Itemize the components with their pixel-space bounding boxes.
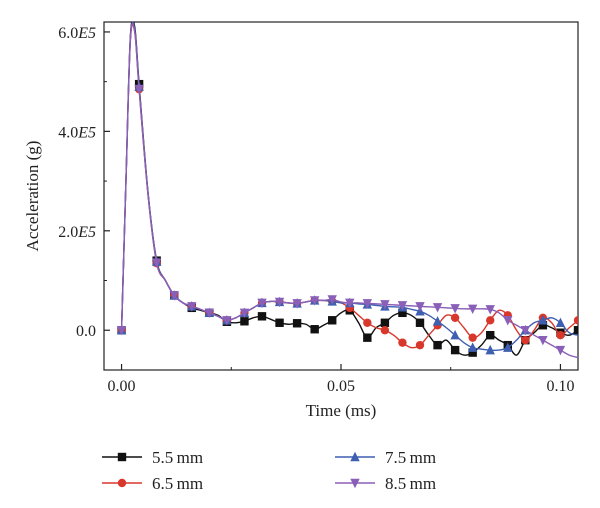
data-point: [309, 296, 320, 306]
data-point: [362, 299, 373, 309]
data-point: [467, 342, 478, 352]
data-point: [573, 316, 578, 325]
data-point: [257, 298, 267, 309]
series-4: [116, 22, 578, 359]
legend-marker: [117, 452, 127, 462]
x-tick-label: 0.05: [327, 378, 355, 395]
data-point: [573, 326, 578, 335]
data-point: [134, 84, 144, 95]
data-point: [257, 312, 267, 321]
data-point: [292, 319, 302, 328]
y-tick-label: 0.0: [76, 323, 96, 340]
data-point: [486, 316, 495, 325]
x-tick-label: 0.00: [108, 378, 136, 395]
data-point: [380, 318, 390, 327]
legend-label: 6.5 mm: [152, 474, 203, 493]
data-point: [275, 318, 284, 327]
legend-item: 6.5 mm: [102, 474, 203, 493]
data-point: [432, 316, 443, 326]
data-point: [169, 291, 179, 301]
data-point: [503, 316, 513, 326]
data-point: [327, 295, 337, 305]
data-point: [363, 333, 372, 342]
data-point: [398, 338, 407, 347]
data-point: [432, 303, 443, 313]
legend-marker: [350, 478, 360, 489]
legend-marker: [350, 451, 360, 462]
data-point: [204, 308, 215, 319]
data-point: [450, 313, 460, 322]
legend-label: 7.5 mm: [385, 448, 436, 467]
data-point: [467, 304, 478, 315]
y-tick-label: 4.0E5: [58, 124, 96, 141]
data-point: [468, 348, 477, 357]
data-point: [556, 331, 565, 340]
data-point: [310, 325, 319, 334]
y-tick-label: 6.0E5: [58, 25, 96, 42]
legend-item: 7.5 mm: [335, 448, 436, 467]
data-point: [503, 342, 513, 352]
data-point: [292, 299, 302, 309]
y-axis-title: Acceleration (g): [23, 141, 42, 252]
legend-label: 8.5 mm: [385, 474, 436, 493]
data-point: [538, 315, 548, 325]
x-tick-label: 0.10: [546, 378, 574, 395]
data-point: [485, 344, 495, 355]
x-axis: 0.00 0.05 0.10: [108, 364, 574, 395]
data-point: [274, 297, 285, 308]
data-point: [151, 258, 162, 268]
data-point: [363, 318, 372, 327]
data-point: [433, 340, 442, 350]
data-point: [520, 326, 531, 336]
data-point: [380, 300, 390, 310]
data-point: [415, 302, 425, 312]
data-point: [555, 317, 566, 327]
data-point: [538, 335, 548, 346]
data-point: [485, 305, 495, 315]
legend: 5.5 mm 6.5 mm 7.5 mm 8.5 mm: [102, 448, 436, 493]
series-layer: [116, 22, 578, 359]
legend-item: 8.5 mm: [335, 474, 436, 493]
data-point: [187, 302, 197, 312]
data-point: [450, 304, 460, 314]
data-point: [450, 345, 460, 355]
data-point: [415, 340, 425, 350]
y-axis: 0.0 2.0E5 4.0E5 6.0E5: [58, 25, 110, 340]
data-point: [415, 318, 425, 327]
y-tick-label: 2.0E5: [58, 224, 96, 241]
data-point: [538, 321, 548, 330]
data-point: [555, 345, 566, 356]
data-point: [486, 331, 495, 340]
data-point: [345, 298, 355, 309]
data-point: [468, 333, 477, 342]
data-point: [521, 335, 530, 345]
data-point: [380, 326, 390, 335]
data-point: [450, 330, 460, 340]
x-axis-title: Time (ms): [306, 401, 377, 420]
data-point: [222, 316, 232, 326]
legend-marker: [117, 478, 127, 488]
data-point: [328, 316, 337, 325]
data-point: [240, 317, 249, 326]
data-point: [239, 308, 250, 319]
data-point: [397, 301, 408, 311]
legend-item: 5.5 mm: [102, 448, 203, 467]
data-point: [398, 308, 407, 318]
plot-area: [103, 21, 579, 371]
legend-label: 5.5 mm: [152, 448, 203, 467]
data-point: [116, 326, 127, 336]
